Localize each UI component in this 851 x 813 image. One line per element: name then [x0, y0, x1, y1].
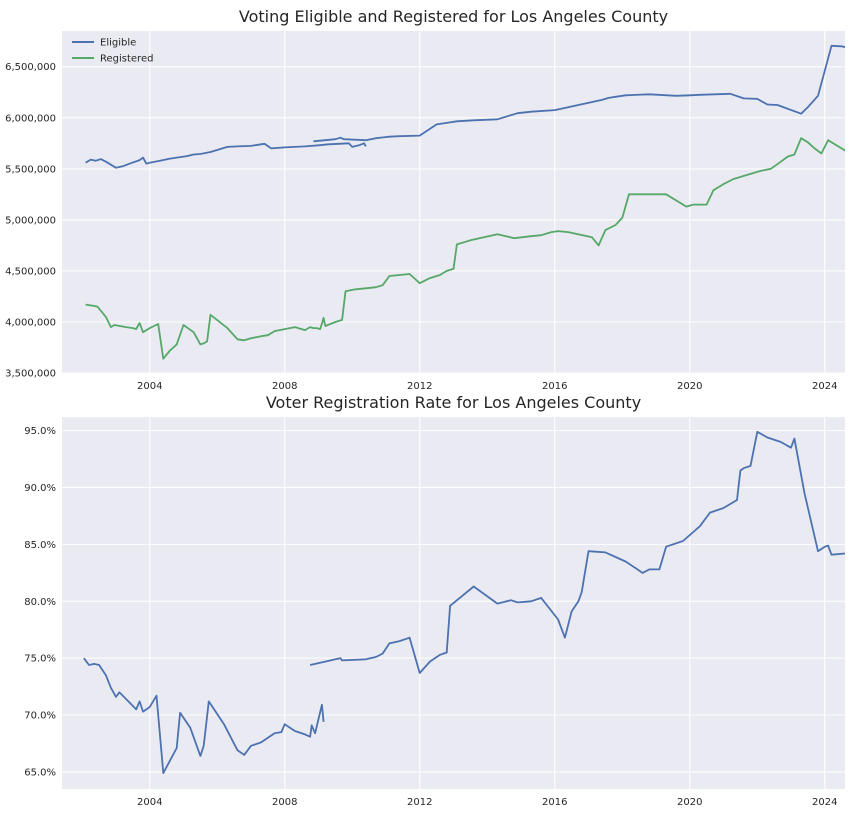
y-tick-label: 4,000,000	[5, 317, 56, 328]
legend: Eligible Registered	[72, 38, 153, 65]
legend-label: Registered	[100, 54, 153, 65]
y-tick-label: 70.0%	[24, 711, 56, 722]
x-tick-label: 2008	[272, 797, 297, 808]
y-tick-label: 90.0%	[24, 483, 56, 494]
y-tick-label: 4,500,000	[5, 266, 56, 277]
chart-title: Voting Eligible and Registered for Los A…	[239, 7, 668, 26]
series-line-rate	[83, 657, 325, 774]
x-tick-label: 2024	[812, 381, 837, 392]
chart-1: 3,500,000 4,000,000 4,500,000 5,000,000 5,50…	[5, 7, 845, 392]
x-tick-label: 2012	[407, 381, 432, 392]
x-tick-label: 2008	[272, 381, 297, 392]
y-tick-label: 6,000,000	[5, 113, 56, 124]
y-tick-label: 6,500,000	[5, 62, 56, 73]
y-tick-label: 3,500,000	[5, 369, 56, 380]
x-tick-label: 2004	[137, 381, 162, 392]
y-tick-label: 5,500,000	[5, 164, 56, 175]
legend-label: Eligible	[100, 38, 136, 49]
y-tick-label: 95.0%	[24, 426, 56, 437]
series-line-eligible	[85, 142, 367, 169]
x-tick-label: 2016	[542, 797, 567, 808]
x-tick-label: 2024	[812, 797, 837, 808]
x-tick-label: 2020	[677, 797, 702, 808]
y-tick-label: 5,000,000	[5, 215, 56, 226]
x-tick-label: 2020	[677, 381, 702, 392]
series-line-rate	[309, 430, 845, 674]
x-tick-label: 2016	[542, 381, 567, 392]
chart-2: 65.0% 70.0% 75.0% 80.0% 85.0% 90.0% 95.0% 2004 2…	[24, 393, 845, 808]
chart-title: Voter Registration Rate for Los Angeles …	[266, 393, 641, 412]
y-tick-label: 85.0%	[24, 540, 56, 551]
y-tick-label: 65.0%	[24, 767, 56, 778]
plot-area	[62, 31, 845, 373]
series-line-eligible	[313, 44, 845, 143]
y-tick-label: 75.0%	[24, 654, 56, 665]
x-tick-label: 2004	[137, 797, 162, 808]
y-tick-label: 80.0%	[24, 597, 56, 608]
series-line-registered	[85, 137, 845, 360]
x-tick-label: 2012	[407, 797, 432, 808]
